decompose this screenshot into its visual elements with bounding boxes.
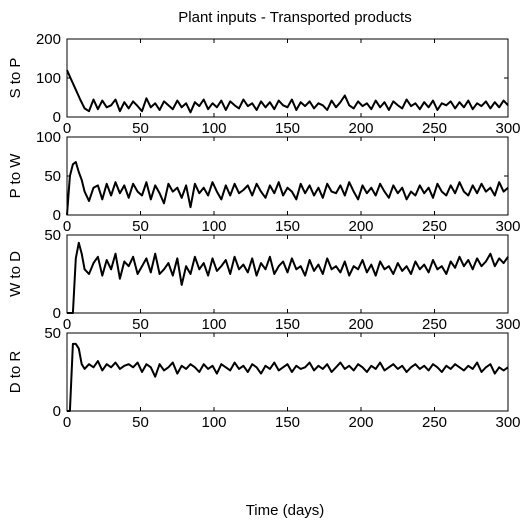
- x-tick-label: 50: [132, 316, 149, 333]
- subplot-4: 0 50 100 150 200 250 300 0 50 D to R: [7, 325, 521, 431]
- x-tick-label: 200: [348, 414, 373, 431]
- y-tick-label: 0: [53, 403, 61, 420]
- x-tick-label: 300: [495, 120, 520, 137]
- chart-title: Plant inputs - Transported products: [178, 9, 411, 26]
- x-axis-label: Time (days): [246, 502, 325, 519]
- x-tick-label: 250: [422, 218, 447, 235]
- x-tick-label: 250: [422, 414, 447, 431]
- x-tick-label: 200: [348, 316, 373, 333]
- y-tick-label: 50: [44, 325, 61, 342]
- series-line: [67, 342, 509, 412]
- x-tick-label: 250: [422, 316, 447, 333]
- x-tick-label: 50: [132, 120, 149, 137]
- x-tick-label: 200: [348, 120, 373, 137]
- x-tick-label: 100: [201, 218, 226, 235]
- y-axis-label: P to W: [7, 153, 24, 199]
- x-tick-label: 300: [495, 414, 520, 431]
- series-line: [66, 161, 509, 216]
- subplot-1: 0 50 100 150 200 250 300 0 100 200 S to P: [7, 31, 521, 137]
- x-tick-label: 150: [275, 316, 300, 333]
- x-tick-label: 100: [201, 414, 226, 431]
- x-tick-label: 150: [275, 120, 300, 137]
- x-tick-label: 0: [63, 316, 71, 333]
- axes-box: [66, 136, 509, 216]
- y-tick-label: 100: [36, 70, 61, 87]
- y-axis-label: S to P: [7, 58, 24, 99]
- y-tick-label: 0: [53, 305, 61, 322]
- subplot-2: 0 50 100 150 200 250 300 0 50 100 P to W: [7, 129, 521, 235]
- x-tick-label: 200: [348, 218, 373, 235]
- x-tick-label: 100: [201, 316, 226, 333]
- y-tick-label: 50: [44, 227, 61, 244]
- x-tick-label: 250: [422, 120, 447, 137]
- x-tick-label: 0: [63, 120, 71, 137]
- x-tick-label: 150: [275, 218, 300, 235]
- x-tick-label: 300: [495, 316, 520, 333]
- axes-box: [66, 234, 509, 314]
- x-tick-label: 0: [63, 414, 71, 431]
- y-axis-label: W to D: [7, 251, 24, 297]
- y-tick-label: 0: [53, 109, 61, 126]
- series-line: [66, 69, 509, 114]
- subplot-3: 0 50 100 150 200 250 300 0 50 W to D: [7, 227, 521, 333]
- y-tick-label: 200: [36, 31, 61, 48]
- x-tick-label: 50: [132, 414, 149, 431]
- x-tick-label: 300: [495, 218, 520, 235]
- y-tick-label: 0: [53, 207, 61, 224]
- y-axis-label: D to R: [7, 351, 24, 394]
- y-tick-label: 100: [36, 129, 61, 146]
- y-tick-label: 50: [44, 168, 61, 185]
- series-line: [67, 241, 509, 314]
- x-tick-label: 0: [63, 218, 71, 235]
- x-tick-label: 150: [275, 414, 300, 431]
- x-tick-label: 100: [201, 120, 226, 137]
- x-tick-label: 50: [132, 218, 149, 235]
